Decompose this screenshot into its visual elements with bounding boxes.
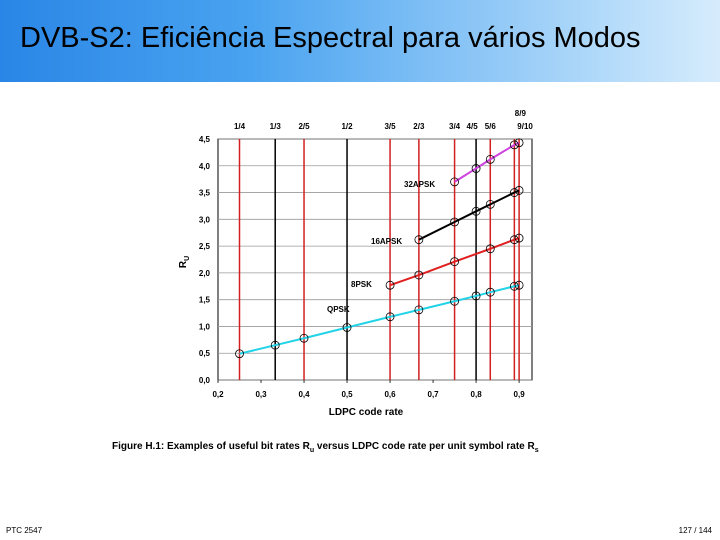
- code-rate-label: 1/2: [341, 122, 353, 131]
- x-tick-label: 0,5: [341, 390, 353, 399]
- code-rate-label: 5/6: [485, 122, 497, 131]
- data-point: [509, 140, 519, 150]
- series-line: [239, 284, 520, 355]
- title-bar: [0, 0, 720, 82]
- footer-page-number: 127 / 144: [678, 526, 712, 535]
- data-point: [235, 349, 244, 359]
- data-point: [342, 323, 352, 332]
- data-point: [414, 235, 424, 245]
- data-point: [509, 281, 519, 291]
- x-tick-label: 0,8: [471, 390, 483, 399]
- y-tick-label: 0,5: [199, 349, 211, 358]
- data-point: [414, 305, 424, 315]
- y-tick-label: 2,5: [199, 242, 211, 251]
- series-line: [454, 141, 520, 183]
- y-tick-label: 4,0: [199, 162, 211, 171]
- code-rate-label: 3/5: [384, 122, 396, 131]
- data-point: [485, 199, 495, 209]
- y-tick-label: 0,0: [199, 376, 211, 385]
- code-rate-label: 9/10: [517, 122, 533, 131]
- slide-title: DVB-S2: Eficiência Espectral para vários…: [20, 22, 641, 54]
- data-point: [485, 244, 495, 254]
- code-rate-label: 1/3: [270, 122, 282, 131]
- series-label: 16APSK: [371, 237, 402, 246]
- series-line: [418, 189, 520, 241]
- code-rate-label: 8/9: [515, 109, 527, 118]
- y-tick-label: 2,0: [199, 269, 211, 278]
- y-tick-label: 3,0: [199, 215, 211, 224]
- code-rate-label: 2/5: [298, 122, 310, 131]
- data-point: [509, 235, 519, 245]
- data-point: [450, 257, 459, 267]
- y-tick-label: 4,5: [199, 135, 211, 144]
- data-point: [514, 138, 524, 148]
- y-tick-label: 1,0: [199, 322, 211, 331]
- data-point: [414, 270, 424, 280]
- code-rate-label: 4/5: [467, 122, 479, 131]
- x-tick-label: 0,6: [384, 390, 396, 399]
- series-label: 8PSK: [351, 280, 372, 289]
- x-tick-label: 0,2: [212, 390, 224, 399]
- data-point: [385, 312, 395, 322]
- y-tick-label: 3,5: [199, 189, 211, 198]
- data-point: [450, 177, 459, 187]
- data-point: [471, 164, 481, 173]
- plot-frame: [217, 138, 533, 381]
- x-tick-label: 0,9: [514, 390, 526, 399]
- data-point: [270, 340, 280, 350]
- y-tick-label: 1,5: [199, 296, 211, 305]
- data-point: [514, 186, 524, 195]
- x-tick-label: 0,4: [298, 390, 310, 399]
- data-point: [514, 280, 524, 290]
- data-point: [471, 291, 481, 301]
- data-point: [450, 296, 459, 306]
- data-point: [514, 233, 524, 243]
- footer-course-code: PTC 2547: [6, 526, 43, 535]
- series-label: 32APSK: [404, 180, 435, 189]
- code-rate-label: 2/3: [413, 122, 425, 131]
- plot-area: 0,0 0,5 1,0 1,5 2,0 2,5 3,0 3,5 4,0 4,5 0,2 0,3 0,4 0…: [199, 109, 534, 399]
- data-point: [485, 154, 495, 164]
- series-label: QPSK: [327, 305, 350, 314]
- data-point: [299, 333, 309, 343]
- data-point: [509, 188, 519, 197]
- data-point: [450, 217, 459, 227]
- code-rate-label: 1/4: [234, 122, 246, 131]
- code-rate-label: 3/4: [449, 122, 461, 131]
- x-tick-label: 0,7: [428, 390, 440, 399]
- x-axis-label: LDPC code rate: [329, 407, 404, 418]
- data-point: [471, 206, 481, 216]
- data-point: [485, 287, 495, 297]
- figure-caption: Figure H.1: Examples of useful bit rates…: [112, 441, 539, 454]
- data-point: [385, 280, 395, 290]
- y-axis-label: RU: [178, 256, 191, 268]
- x-tick-label: 0,3: [255, 390, 267, 399]
